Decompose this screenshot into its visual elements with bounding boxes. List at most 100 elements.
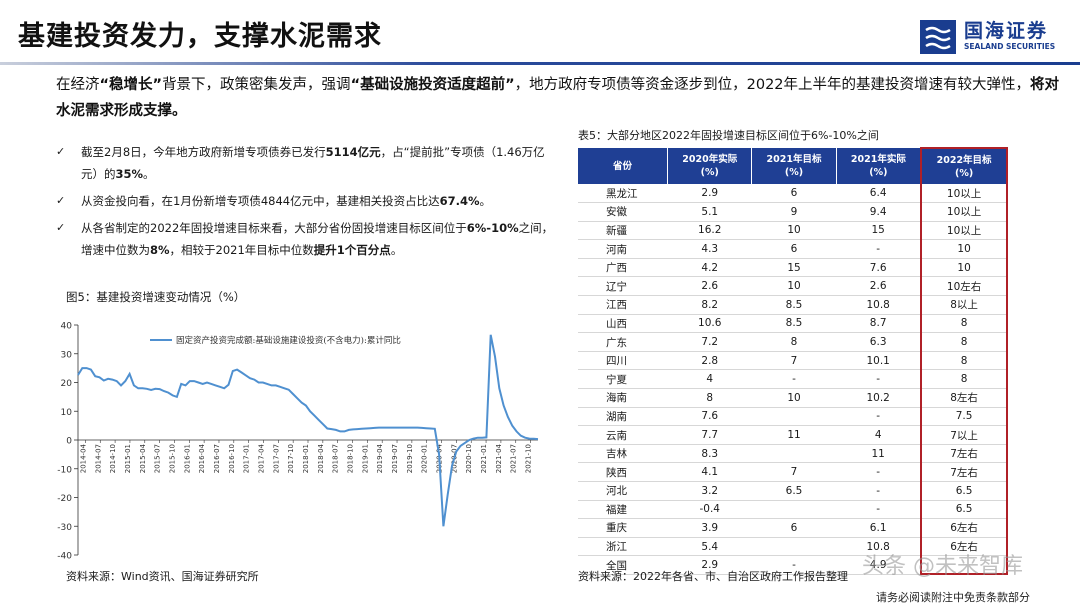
x-tick-label: 2016-04: [198, 443, 206, 473]
table-cell: 辽宁: [578, 276, 668, 297]
table-cell: 4.2: [667, 258, 752, 278]
x-tick-label: 2019-07: [391, 444, 399, 473]
table-cell: 江西: [578, 295, 668, 315]
table-cell: 7.5: [920, 407, 1008, 427]
table-cell: 4: [836, 425, 922, 445]
bullet-emphasis: 6%-10%: [466, 221, 519, 235]
checkmark-icon: ✓: [56, 145, 66, 158]
y-tick-label: 0: [66, 437, 72, 447]
x-tick-label: 2014-10: [109, 444, 117, 473]
table-cell: 7以上: [920, 425, 1008, 445]
table-cell: 3.2: [667, 481, 752, 501]
province-target-table: 省份 2020年实际 (%) 2021年目标 (%) 2021年实际 (%) 2022年…: [578, 147, 1008, 576]
x-tick-label: 2020-01: [421, 444, 429, 473]
x-tick-label: 2018-07: [332, 444, 340, 473]
table-cell: -: [751, 369, 837, 390]
table-row: 海南 8 10 10.2 8左右: [578, 388, 1008, 408]
table-cell: 8.5: [751, 314, 837, 334]
table-cell: 8.5: [751, 295, 837, 315]
table-cell: -: [751, 555, 837, 575]
x-tick-label: 2021-04: [495, 443, 503, 473]
table-cell: 4: [667, 369, 752, 390]
table-header-cell: 2021年目标 (%): [751, 148, 837, 184]
bullet-text: 。: [143, 167, 155, 181]
header-rule: [0, 62, 1080, 65]
y-tick-label: -20: [57, 494, 72, 504]
bullet-emphasis: 5114亿元: [325, 145, 381, 159]
y-tick-label: 40: [61, 322, 73, 332]
table-row: 宁夏 4- -8: [578, 369, 1008, 390]
table-row: 安徽 5.1 9 9.4 10以上: [578, 202, 1008, 222]
table-cell: -0.4: [667, 500, 752, 520]
intro-emphasis: “基础设施投资适度超前”: [350, 77, 515, 93]
table-cell: 吉林: [578, 444, 668, 464]
table-cell: 10: [751, 276, 837, 297]
table-cell: 宁夏: [578, 369, 668, 390]
table-cell: 重庆: [578, 518, 668, 538]
table-cell: 四川: [578, 351, 668, 371]
table-row: 山西 10.6 8.5 8.7 8: [578, 314, 1008, 334]
table-cell: 10.1: [836, 351, 922, 371]
table-row: 河南 4.3 6-10: [578, 239, 1008, 259]
table-cell: 5.4: [667, 537, 752, 557]
table-cell: 15: [751, 258, 837, 278]
intro-emphasis: 将对水泥需求形成支撑。: [56, 77, 1060, 119]
y-tick-label: -30: [57, 523, 72, 533]
infrastructure-growth-chart: -40 -30 -20 -10 0 10 20 30 40 2014-04 2014-07 2014-…: [57, 322, 539, 562]
table-cell: 7左右: [920, 462, 1008, 482]
table-cell: 安徽: [578, 202, 668, 222]
table-row: 陕西 4.1 7-7左右: [578, 462, 1008, 482]
table-cell: 10.8: [836, 295, 922, 315]
table-cell: 河南: [578, 239, 668, 259]
table-row: 浙江 5.4 10.8 6左右: [578, 537, 1008, 557]
y-tick-label: -40: [57, 552, 72, 562]
bullet-text: 截至2月8日，今年地方政府新增专项债券已发行: [81, 145, 326, 159]
table-cell: 8.3: [667, 444, 752, 464]
table-cell: 6.1: [836, 518, 922, 538]
table-cell: 4.1: [667, 462, 752, 482]
table-cell: 10.6: [667, 314, 752, 334]
table-cell: 海南: [578, 388, 668, 408]
x-tick-label: 2016-07: [213, 444, 221, 473]
table-cell: 10: [751, 388, 837, 408]
table-cell: 云南: [578, 425, 668, 445]
bullet-text: 。: [390, 243, 403, 257]
x-tick-label: 2019-01: [361, 444, 369, 473]
bullet-item: ✓ 从各省制定的2022年固投增速目标来看，大部分省份固投增速目标区间位于6%-…: [56, 217, 556, 261]
x-tick-label: 2018-01: [302, 444, 310, 473]
x-tick-label: 2014-07: [94, 444, 102, 473]
intro-emphasis: “稳增长”: [99, 77, 163, 93]
x-tick-label: 2015-04: [139, 443, 147, 473]
table-header-cell: 2020年实际 (%): [667, 148, 753, 184]
table-cell: 广西: [578, 258, 668, 278]
table-cell: -: [836, 369, 922, 390]
checkmark-icon: ✓: [56, 194, 66, 207]
table-row: 河北 3.2 6.5-6.5: [578, 481, 1008, 501]
table-cell: 广东: [578, 332, 668, 352]
table-cell: 8: [667, 388, 752, 408]
bullet-text: ，相较于2021年目标中位数: [169, 243, 314, 257]
table-cell: 河北: [578, 481, 668, 501]
table-cell: 9.4: [836, 202, 922, 222]
table-row: 云南 7.7 11 4 7以上: [578, 425, 1008, 445]
table-cell: 6.5: [920, 500, 1008, 520]
bullet-emphasis: 67.4%: [439, 194, 480, 208]
disclaimer: 请务必阅读附注中免责条款部分: [876, 591, 1030, 604]
x-tick-label: 2020-10: [465, 444, 473, 473]
table-cell: 7: [751, 462, 837, 482]
bullet-item: ✓ 从资金投向看，在1月份新增专项债4844亿元中，基建相关投资占比达67.4%…: [56, 190, 556, 212]
table-source: 资料来源：2022年各省、市、自治区政府工作报告整理: [578, 570, 848, 583]
x-tick-label: 2018-10: [347, 444, 355, 473]
table-cell: 2.8: [667, 351, 752, 371]
company-logo: 国海证券 SEALAND SECURITIES: [918, 14, 1068, 58]
table-cell: 湖南: [578, 407, 668, 427]
bullet-text: 。: [479, 194, 492, 208]
table-header-cell: 2021年实际 (%): [836, 148, 922, 184]
intro-paragraph: 在经济“稳增长”背景下，政策密集发声，强调“基础设施投资适度超前”，地方政府专项…: [56, 72, 1066, 124]
table-cell: [751, 444, 837, 464]
table-cell: 山西: [578, 314, 668, 334]
table-cell: 6.4: [836, 184, 922, 204]
table-row: 广东 7.2 8 6.3 8: [578, 332, 1008, 352]
table-cell: [920, 555, 1008, 576]
